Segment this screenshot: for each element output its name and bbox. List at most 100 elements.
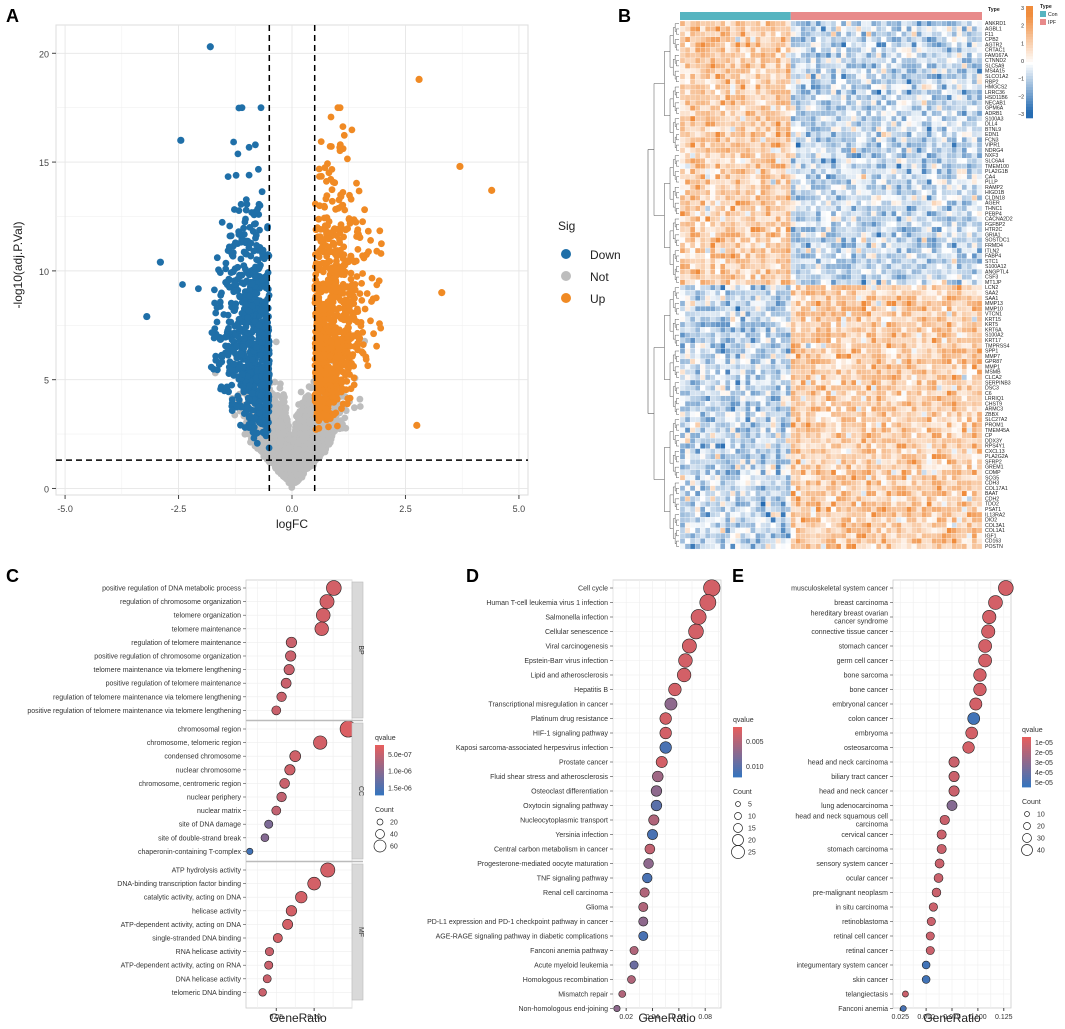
heatmap-cell: [740, 31, 746, 38]
heatmap-cell: [815, 52, 822, 59]
heatmap-cell: [830, 47, 837, 53]
heatmap-cell: [820, 52, 827, 59]
volcano-point: [224, 311, 232, 319]
heatmap-cell: [815, 31, 822, 38]
volcano-point: [252, 141, 259, 149]
volcano-point: [295, 446, 303, 454]
heatmap-cell: [825, 41, 832, 48]
volcano-point: [312, 293, 320, 301]
annotation-con-bar: [680, 12, 791, 20]
heatmap-cell: [710, 36, 716, 43]
volcano-point: [229, 249, 237, 257]
volcano-point: [259, 282, 266, 290]
heatmap-cell: [971, 20, 978, 27]
volcano-point: [330, 411, 338, 419]
volcano-point: [328, 166, 336, 173]
heatmap-cell: [926, 41, 932, 48]
heatmap-cell: [755, 26, 761, 32]
heatmap-cell: [976, 47, 983, 53]
heatmap-cell: [971, 31, 978, 38]
heatmap-cell: [720, 31, 726, 38]
heatmap-cell: [825, 36, 832, 43]
heatmap-cell: [936, 20, 942, 27]
heatmap-cell: [705, 26, 711, 32]
volcano-point: [245, 395, 253, 403]
heatmap-cell: [725, 47, 731, 53]
volcano-point: [344, 155, 351, 163]
heatmap-cell: [715, 47, 721, 53]
volcano-outlier-point: [456, 162, 464, 171]
volcano-point: [315, 165, 323, 173]
heatmap-cell: [790, 41, 796, 48]
heatmap-cell: [926, 31, 932, 38]
heatmap-cell: [941, 26, 947, 32]
volcano-outlier-point: [413, 421, 421, 429]
heatmap-cell: [800, 20, 807, 27]
heatmap-cell: [961, 52, 968, 59]
heatmap-cell: [679, 41, 686, 48]
heatmap-cell: [805, 52, 812, 59]
heatmap-cell: [891, 36, 897, 43]
heatmap-cell: [891, 31, 897, 38]
heatmap-cell: [790, 31, 796, 38]
volcano-point: [262, 373, 270, 381]
volcano-point: [372, 294, 380, 302]
volcano-point: [324, 365, 332, 373]
volcano-point: [336, 104, 344, 112]
heatmap-cell: [971, 26, 978, 32]
volcano-point: [346, 371, 353, 378]
volcano-point: [232, 171, 240, 179]
heatmap-cell: [971, 52, 978, 59]
volcano-point: [325, 423, 332, 431]
heatmap-cell: [689, 52, 696, 59]
heatmap-cell: [866, 47, 872, 53]
volcano-point: [306, 419, 314, 427]
heatmap-cell: [886, 31, 892, 38]
volcano-point: [356, 395, 364, 403]
volcano-point: [359, 218, 366, 226]
heatmap-cell: [901, 20, 907, 27]
heatmap-cell: [966, 47, 973, 53]
heatmap-cell: [740, 47, 746, 53]
panel-a-letter: A: [6, 6, 19, 26]
heatmap-cell: [765, 26, 771, 32]
heatmap-cell: [700, 57, 706, 64]
volcano-point: [195, 285, 202, 293]
volcano-point: [222, 265, 230, 273]
heatmap-cell: [715, 31, 721, 38]
heatmap-cell: [851, 47, 857, 53]
heatmap-cell: [725, 20, 731, 27]
annotation-ipf-bar: [790, 12, 982, 20]
volcano-point: [354, 308, 362, 315]
heatmap-cell: [866, 26, 872, 32]
volcano-outlier-point: [177, 136, 185, 144]
volcano-point: [235, 324, 243, 332]
heatmap-cell: [750, 36, 756, 43]
heatmap-cell: [886, 47, 892, 53]
volcano-point: [338, 285, 345, 293]
volcano-x-ticks: -5.0 -2.5 0.0 2.5 5.0: [57, 495, 525, 514]
volcano-x-axis-title: logFC: [276, 517, 308, 531]
volcano-point: [239, 343, 247, 351]
heatmap-cell: [901, 26, 907, 32]
volcano-point: [337, 315, 345, 322]
heatmap-cell: [810, 41, 817, 48]
heatmap-cell: [720, 52, 726, 59]
volcano-point-cloud: [179, 104, 385, 491]
heatmap-cell: [700, 52, 706, 59]
volcano-point: [227, 318, 235, 326]
heatmap-cell: [750, 31, 756, 38]
volcano-point: [353, 233, 360, 240]
heatmap-cell: [835, 52, 842, 59]
heatmap-cell: [715, 36, 721, 43]
heatmap-cell: [941, 36, 947, 43]
volcano-point: [249, 356, 256, 363]
x-tick-label: -5.0: [57, 504, 73, 514]
heatmap-cell: [976, 20, 983, 27]
heatmap-cell: [946, 41, 952, 48]
heatmap-cell: [795, 26, 801, 32]
heatmap-cell: [840, 31, 847, 38]
volcano-point: [342, 424, 350, 432]
volcano-point: [258, 365, 266, 372]
heatmap-cell: [765, 47, 771, 53]
